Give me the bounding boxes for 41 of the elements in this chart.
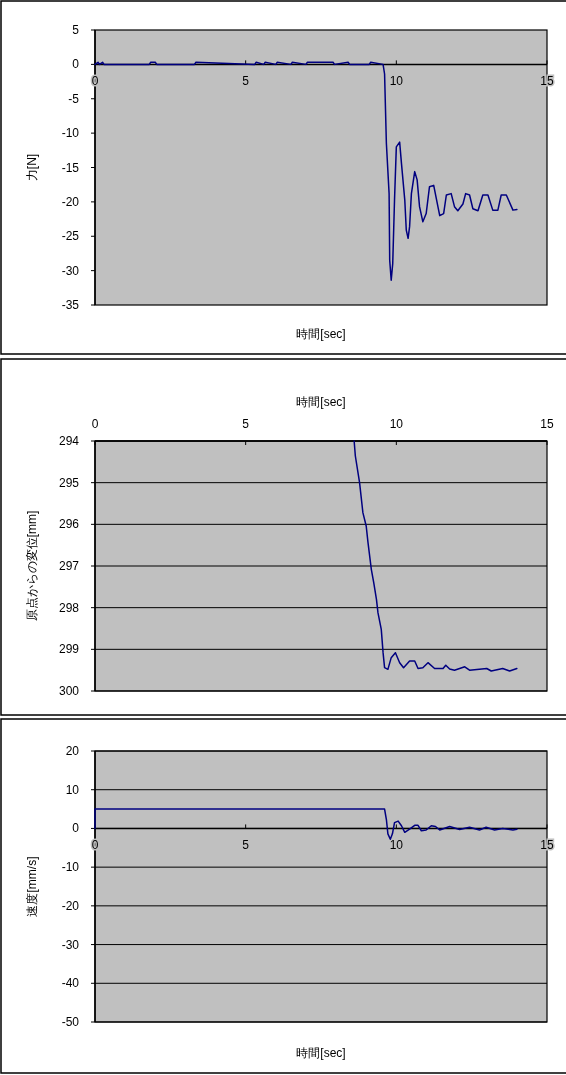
y-tick-label: -25 [61,229,80,244]
x-tick-label: 10 [389,838,404,853]
x-tick-label: 10 [389,74,404,89]
y-axis-title: 原点からの変位[mm] [25,510,39,622]
line-series [353,440,518,672]
y-tick-label: -20 [61,194,80,209]
y-tick-label: 20 [65,744,80,758]
y-tick-label: 300 [58,684,80,698]
y-tick-label: -20 [61,898,80,913]
y-tick-label: -15 [61,160,80,175]
y-tick-label: -5 [68,91,80,106]
y-axis-title: 力[N] [25,153,39,182]
y-tick-label: 299 [58,642,80,657]
y-tick-label: -30 [61,937,80,952]
x-tick-label: 5 [242,74,250,89]
x-tick-label: 5 [242,417,250,431]
y-tick-label: 297 [58,559,80,573]
x-tick-label: 5 [242,838,250,853]
y-axis-title: 速度[mm/s] [25,856,39,917]
x-tick-label: 10 [389,417,404,431]
y-tick-label: -30 [61,263,80,278]
y-tick-label: 0 [72,57,80,72]
y-tick-label: -35 [61,298,80,312]
line-series [94,61,518,281]
y-tick-label: 294 [58,434,80,448]
x-tick-label: 0 [91,417,99,431]
y-tick-label: -50 [61,1015,80,1029]
y-tick-label: 295 [58,475,80,490]
y-tick-label: -10 [61,126,80,141]
x-tick-label: 15 [540,417,554,431]
y-tick-label: 296 [58,517,80,532]
y-tick-label: 298 [58,600,80,615]
line-series [94,808,518,841]
y-tick-label: 5 [72,23,80,37]
x-axis-title: 時間[sec] [296,327,346,341]
y-tick-label: 10 [65,782,80,797]
y-tick-label: 0 [72,821,80,836]
x-axis-title: 時間[sec] [296,1046,346,1060]
y-tick-label: -40 [61,976,80,991]
y-tick-label: -10 [61,860,80,875]
x-axis-title: 時間[sec] [296,395,346,409]
